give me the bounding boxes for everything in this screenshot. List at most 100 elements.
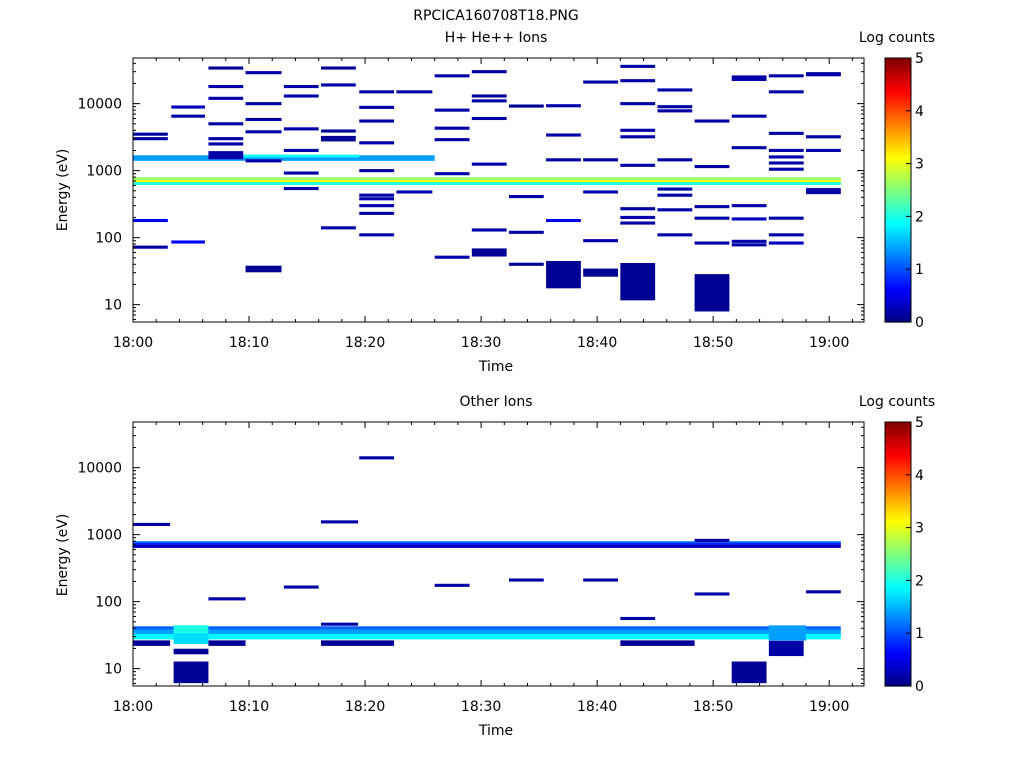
colorbar-segment [885,643,911,647]
colorbar-tick-label: 4 [915,104,924,120]
colorbar-segment [885,511,911,515]
colorbar-segment [885,627,911,632]
heatmap-cell [583,578,619,582]
heatmap-cell [768,131,804,135]
colorbar-segment [885,205,911,210]
colorbar-segment [885,184,911,188]
heatmap-cell [620,64,656,68]
colorbar-segment [885,598,911,603]
colorbar-segment [885,667,911,671]
heatmap-cell [546,133,581,137]
colorbar-segment [885,564,911,568]
x-tick-label: 19:00 [809,699,849,715]
colorbar-segment [885,625,911,629]
colorbar-segment [885,683,911,687]
colorbar-segment [885,65,911,70]
colorbar-tick-label: 4 [915,468,924,484]
x-tick-label: 18:40 [577,335,617,351]
colorbar-segment [885,269,911,273]
colorbar-segment [885,585,911,589]
colorbar-segment [885,197,911,202]
heatmap-cell [768,167,804,171]
colorbar-segment [885,432,911,436]
colorbar-segment [885,527,911,531]
heatmap-cell [731,77,767,81]
colorbar-segment [885,153,911,157]
heatmap-cell [359,141,395,145]
y-tick-label: 100 [95,595,122,611]
heatmap-cell [245,117,282,122]
heatmap-cell [694,592,730,596]
colorbar-segment [885,216,911,220]
colorbar-segment [885,319,911,323]
heatmap-cell [320,135,356,142]
heatmap-cell [620,215,656,220]
x-tick-label: 19:00 [809,335,849,351]
heatmap-cell [620,207,656,211]
colorbar-segment [885,451,911,455]
colorbar-segment [885,548,911,552]
colorbar-segment [885,556,911,560]
heatmap-cell [245,265,282,273]
colorbar-segment [885,540,911,545]
heatmap-cell [768,148,804,153]
colorbar-segment [885,588,911,592]
heatmap-cell [208,142,244,146]
colorbar-segment [885,590,911,595]
colorbar-segment [885,443,911,447]
colorbar-segment [885,498,911,502]
colorbar-segment [885,680,911,684]
y-axis-label: Energy (eV) [55,514,71,597]
x-tick-label: 18:10 [229,699,269,715]
heatmap-cell [133,155,435,161]
colorbar-segment [885,506,911,510]
colorbar-segment [885,427,911,431]
colorbar-segment [885,142,911,146]
colorbar-segment [885,108,911,112]
colorbar-segment [885,203,911,207]
heatmap-cell [243,154,360,158]
heatmap-cell [133,137,168,141]
colorbar-segment [885,192,911,196]
heatmap-cell [171,105,205,109]
heatmap-cell [133,177,841,185]
heatmap-cell [133,633,841,640]
colorbar-segment [885,580,911,584]
colorbar-frame [884,57,912,323]
colorbar-tick-label: 5 [915,51,924,67]
heatmap-cell [508,230,544,234]
colorbar-segment [885,76,911,80]
heatmap-cell [133,541,841,545]
colorbar-segment [885,266,911,270]
y-axis-label: Energy (eV) [55,149,71,232]
heatmap-cell [546,218,581,223]
x-tick-label: 18:10 [229,335,269,351]
colorbar-segment [885,105,911,109]
heatmap-cell [359,119,395,123]
colorbar-tick-label: 0 [915,679,924,695]
colorbar: 0 1 2 3 4 5 [884,51,924,331]
heatmap-cell [768,90,804,94]
colorbar-segment [885,538,911,542]
colorbar-segment [885,569,911,574]
colorbar-segment [885,604,911,608]
heatmap-cell [471,162,507,166]
heatmap-cell [620,79,656,83]
heatmap-cell [768,74,804,78]
heatmap-cell [768,161,804,165]
heatmap-cell [546,158,581,162]
colorbar-segment [885,139,911,144]
colorbar-segment [885,530,911,534]
colorbar-segment [885,485,911,489]
x-tick-label: 18:00 [113,699,153,715]
heatmap-cell [694,216,730,220]
colorbar-segment [885,258,911,262]
heatmap-cell [731,239,767,243]
heatmap-cell [173,633,209,644]
colorbar-segment [885,274,911,278]
colorbar-segment [885,480,911,484]
heatmap-cell [694,119,730,123]
plot-frame [132,421,865,687]
colorbar-segment [885,71,911,75]
colorbar-segment [885,622,911,626]
